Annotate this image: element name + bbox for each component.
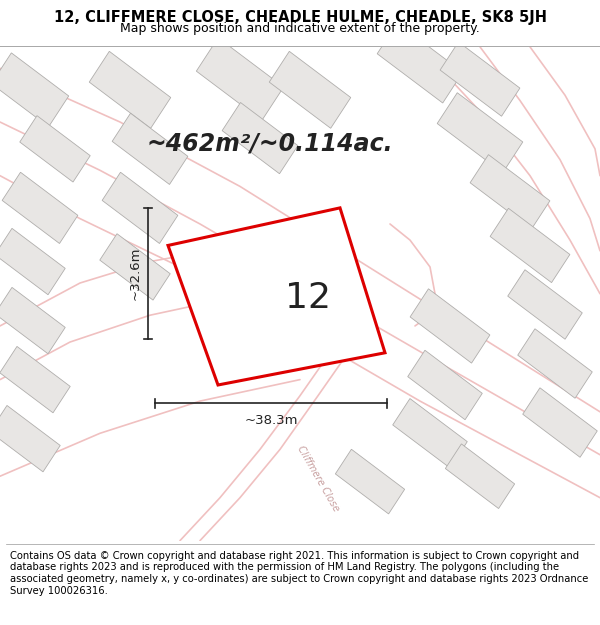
Polygon shape [0,228,65,295]
Polygon shape [518,329,592,398]
Text: 12, CLIFFMERE CLOSE, CHEADLE HULME, CHEADLE, SK8 5JH: 12, CLIFFMERE CLOSE, CHEADLE HULME, CHEA… [53,10,547,25]
Polygon shape [377,23,463,103]
Text: ~38.3m: ~38.3m [244,414,298,427]
Polygon shape [269,51,351,128]
Polygon shape [2,173,78,244]
Polygon shape [437,92,523,172]
Polygon shape [0,288,65,354]
Polygon shape [393,399,467,468]
Polygon shape [0,406,60,472]
Polygon shape [523,388,597,458]
Polygon shape [100,234,170,300]
Polygon shape [335,449,404,514]
Polygon shape [168,208,385,385]
Text: Map shows position and indicative extent of the property.: Map shows position and indicative extent… [120,22,480,35]
Polygon shape [508,270,582,339]
Polygon shape [222,102,298,174]
Polygon shape [20,116,90,182]
Text: Contains OS data © Crown copyright and database right 2021. This information is : Contains OS data © Crown copyright and d… [10,551,589,596]
Polygon shape [440,42,520,116]
Polygon shape [490,208,570,282]
Polygon shape [408,350,482,420]
Polygon shape [0,53,69,127]
Polygon shape [0,346,70,413]
Text: ~32.6m: ~32.6m [129,247,142,300]
Polygon shape [410,289,490,363]
Polygon shape [102,173,178,244]
Text: 12: 12 [285,281,331,315]
Polygon shape [470,154,550,229]
Polygon shape [196,38,284,121]
Text: ~462m²/~0.114ac.: ~462m²/~0.114ac. [146,131,394,156]
Text: Cliffmere Close: Cliffmere Close [295,444,341,513]
Polygon shape [445,444,515,509]
Polygon shape [112,113,188,184]
Polygon shape [89,51,171,128]
